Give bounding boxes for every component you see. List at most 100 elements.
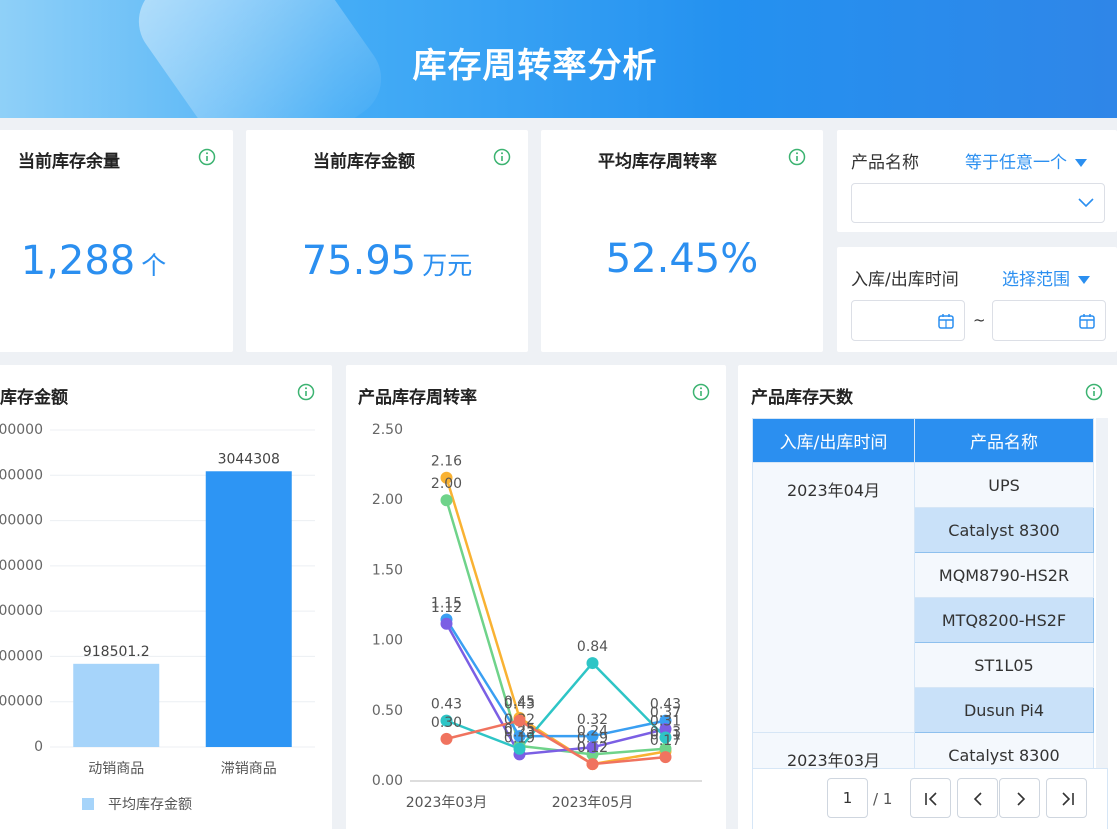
line <box>445 623 666 756</box>
bar-chart: 0 500000 1000000 1500000 2000000 2500000 30000… <box>0 422 315 813</box>
value-label: 0.43 <box>431 697 462 713</box>
point <box>586 741 599 754</box>
table-row: MQM8790-HS2R <box>753 552 1094 598</box>
prev-page-button[interactable] <box>957 778 998 818</box>
y-tick-label: 0.00 <box>372 773 403 789</box>
point <box>440 714 453 727</box>
y-tick-label: 0 <box>34 739 43 755</box>
kpi-value: 52.45% <box>541 236 823 282</box>
info-icon[interactable] <box>493 148 511 166</box>
point <box>659 723 672 736</box>
y-tick-label: 0.50 <box>372 703 403 719</box>
product-cell: Catalyst 8300 <box>914 732 1094 768</box>
date-input[interactable] <box>851 300 965 341</box>
point <box>513 742 526 755</box>
y-tick-label: 2500000 <box>0 513 43 529</box>
time-cell: 2023年03月 <box>752 732 915 768</box>
product-cell: Dusun Pi4 <box>914 687 1094 733</box>
next-page-button[interactable] <box>999 778 1040 818</box>
column-header: 产品名称 <box>914 418 1094 463</box>
table-row: MTQ8200-HS2F <box>753 597 1094 643</box>
kpi-number: 75.95 <box>301 238 417 284</box>
panel-title: 库存金额 <box>0 388 68 408</box>
point <box>586 657 599 670</box>
kpi-card: 当前库存金额 75.95 万元 <box>246 130 528 352</box>
value-label: 918501.2 <box>83 644 150 660</box>
info-icon[interactable] <box>297 383 315 401</box>
info-dot <box>700 387 702 390</box>
select-box[interactable] <box>851 183 1105 223</box>
info-circle <box>493 148 511 166</box>
table-row: ST1L05 <box>753 642 1094 688</box>
point <box>659 731 672 744</box>
info-icon[interactable] <box>1085 383 1103 401</box>
y-tick-label: 1000000 <box>0 648 43 664</box>
data-table: 入库/出库时间 产品名称 2023年04月 UPS Catalyst 8300 MQM8… <box>752 418 1094 768</box>
kpi-card: 平均库存周转率 52.45% <box>541 130 823 352</box>
bar <box>205 471 292 747</box>
legend-label: 平均库存金额 <box>108 797 192 813</box>
kpi-label: 当前库存金额 <box>313 152 415 172</box>
calendar-icon <box>1079 314 1095 329</box>
date-input[interactable] <box>992 300 1106 341</box>
info-circle <box>297 383 315 401</box>
last-page-button[interactable] <box>1046 778 1087 818</box>
value-label: 0.23 <box>504 725 535 741</box>
kpi-card: 当前库存余量 1,288 个 <box>0 130 233 352</box>
y-tick-label: 3500000 <box>0 422 43 438</box>
info-icon[interactable] <box>198 148 216 166</box>
line-chart: 0.00 0.50 1.00 1.50 2.00 2.50 2023年03月 2023年05月… <box>372 422 702 811</box>
filter-mode[interactable]: 等于任意一个 <box>965 148 1087 173</box>
filter-mode[interactable]: 选择范围 <box>1002 265 1090 290</box>
info-icon[interactable] <box>788 148 806 166</box>
value-label: 0.19 <box>504 730 535 746</box>
table-panel: 产品库存天数 入库/出库时间 产品名称 2023年04月 UPS Catalyst 8… <box>738 365 1117 829</box>
point <box>440 494 453 507</box>
table-row: 2023年03月 Catalyst 8300 <box>752 732 1094 768</box>
y-tick-label: 2000000 <box>0 558 43 574</box>
point <box>586 730 599 743</box>
y-tick-label: 2.00 <box>372 492 403 508</box>
value-label: 2.16 <box>431 454 462 470</box>
info-dot <box>305 387 307 390</box>
panel-title: 产品库存周转率 <box>358 388 477 408</box>
info-icon[interactable] <box>692 383 710 401</box>
bar <box>73 663 160 747</box>
value-label: 0.43 <box>504 697 535 713</box>
product-cell: UPS <box>914 462 1094 508</box>
filter-label: 入库/出库时间 <box>851 270 959 290</box>
info-dot <box>1093 387 1095 390</box>
table-row: Catalyst 8300 <box>753 507 1094 553</box>
point <box>659 742 672 755</box>
y-tick-label: 1.50 <box>372 562 403 578</box>
x-tick-label: 滞销商品 <box>221 761 277 777</box>
line <box>445 618 666 738</box>
info-circle <box>198 148 216 166</box>
y-tick-label: 2.50 <box>372 422 403 438</box>
line <box>446 661 667 751</box>
value-label: 1.12 <box>431 600 462 616</box>
product-cell: Catalyst 8300 <box>914 507 1094 553</box>
value-label: 2.00 <box>431 476 462 492</box>
value-label: 0.43 <box>650 697 681 713</box>
info-dot <box>501 152 503 155</box>
header: 库存周转率分析 <box>0 0 1117 118</box>
point <box>513 714 526 727</box>
point <box>440 732 453 745</box>
value-label: 0.24 <box>577 723 608 739</box>
x-tick-label: 2023年03月 <box>406 795 487 811</box>
line <box>445 499 666 756</box>
column-header: 入库/出库时间 <box>752 418 915 463</box>
page-input[interactable]: 1 <box>827 778 868 818</box>
product-cell: MQM8790-HS2R <box>914 552 1094 598</box>
point <box>513 730 526 743</box>
table-scroll: 入库/出库时间 产品名称 2023年04月 UPS Catalyst 8300 MQM8… <box>752 418 1108 768</box>
panel-title: 产品库存天数 <box>751 388 853 408</box>
first-page-button[interactable] <box>910 778 951 818</box>
point <box>440 471 453 484</box>
line <box>446 719 666 766</box>
info-circle <box>788 148 806 166</box>
value-label: 0.84 <box>577 639 608 655</box>
kpi-unit: 个 <box>141 251 167 280</box>
